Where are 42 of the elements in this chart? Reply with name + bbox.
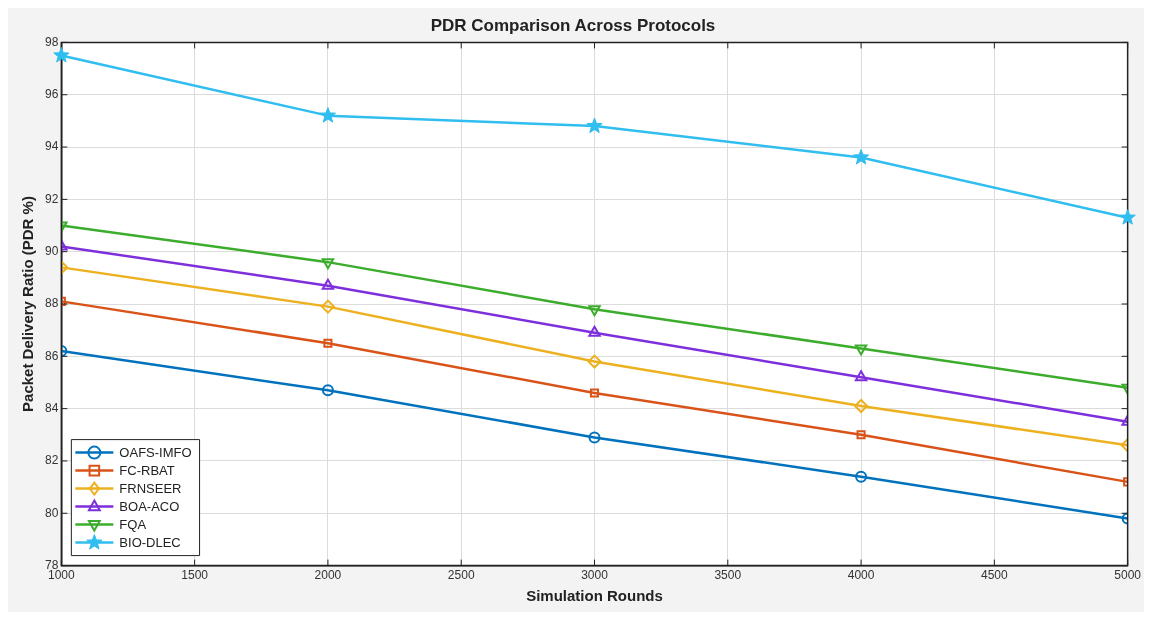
y-tick-label: 82 bbox=[44, 453, 59, 468]
y-tick-label: 90 bbox=[44, 243, 59, 258]
y-tick-label: 86 bbox=[44, 348, 59, 363]
point bbox=[320, 299, 335, 314]
point bbox=[321, 384, 334, 397]
legend-label: OAFS-IMFO bbox=[119, 445, 192, 461]
y-tick-label: 96 bbox=[44, 87, 59, 102]
x-tick-label: 4000 bbox=[847, 568, 875, 583]
y-tick-label: 88 bbox=[44, 296, 59, 311]
point bbox=[852, 149, 870, 165]
point bbox=[588, 431, 601, 444]
x-tick-label: 3500 bbox=[714, 568, 742, 583]
x-tick-label: 5000 bbox=[1114, 568, 1142, 583]
point bbox=[588, 325, 601, 337]
y-tick-label: 80 bbox=[44, 505, 59, 520]
point bbox=[587, 354, 602, 369]
y-tick-label: 94 bbox=[44, 139, 59, 154]
point bbox=[855, 470, 868, 483]
y-tick-label: 98 bbox=[44, 34, 59, 49]
point bbox=[854, 370, 868, 382]
point bbox=[323, 338, 333, 348]
legend-label: FRNSEER bbox=[119, 481, 182, 497]
y-tick-label: 92 bbox=[44, 191, 59, 206]
y-axis-title: Packet Delivery Ratio (PDR %) bbox=[19, 196, 37, 412]
x-tick-label: 3000 bbox=[581, 568, 609, 583]
legend-label: BIO-DLEC bbox=[119, 535, 181, 551]
y-tick-label: 84 bbox=[44, 400, 59, 415]
point bbox=[586, 117, 603, 134]
chart-title: PDR Comparison Across Protocols bbox=[430, 15, 716, 35]
point bbox=[319, 107, 337, 123]
point bbox=[856, 430, 866, 440]
x-axis-title: Simulation Rounds bbox=[526, 587, 663, 605]
x-tick-label: 2000 bbox=[314, 568, 342, 583]
x-tick-label: 2500 bbox=[447, 568, 475, 583]
legend-label: FC-RBAT bbox=[119, 463, 175, 479]
legend-label: BOA-ACO bbox=[119, 499, 180, 515]
point bbox=[589, 388, 600, 398]
x-tick-label: 1500 bbox=[181, 568, 209, 583]
x-tick-label: 4500 bbox=[981, 568, 1009, 583]
legend-label: FQA bbox=[119, 517, 147, 533]
point bbox=[854, 399, 869, 414]
point bbox=[321, 278, 335, 290]
